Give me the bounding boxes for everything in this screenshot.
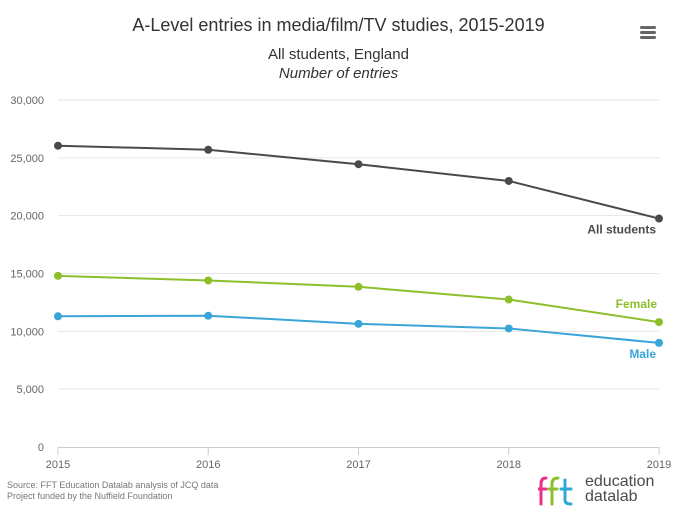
- series-label: Female: [616, 297, 658, 311]
- data-point[interactable]: [204, 145, 213, 154]
- logo-text-datalab: datalab: [585, 488, 638, 505]
- data-point[interactable]: [54, 271, 62, 280]
- x-tick-label: 2019: [647, 459, 671, 471]
- menu-bar: [640, 36, 656, 39]
- fft-education-datalab-logo: education datalab: [538, 474, 668, 508]
- menu-bar: [640, 31, 656, 34]
- credits: Source: FFT Education Datalab analysis o…: [7, 480, 218, 502]
- y-tick-label: 25,000: [10, 153, 44, 165]
- data-point[interactable]: [54, 141, 62, 150]
- series-line-all-students: [57, 144, 660, 220]
- logo-text: education datalab: [585, 473, 655, 505]
- menu-bar: [640, 26, 656, 29]
- chart-subtitle: All students, England: [268, 46, 409, 63]
- chart-subtitle-units: Number of entries: [278, 65, 399, 82]
- hamburger-menu-icon[interactable]: [636, 22, 660, 42]
- data-point[interactable]: [655, 338, 663, 347]
- axes: 0 5,000 10,000 15,000 20,000 25,000 30,000 2015…: [10, 95, 671, 471]
- data-point[interactable]: [204, 311, 213, 320]
- series-line-male: [57, 314, 660, 344]
- data-point[interactable]: [655, 318, 663, 327]
- data-point[interactable]: [354, 282, 363, 291]
- y-tick-label: 5,000: [16, 384, 44, 396]
- series-label: Male: [629, 347, 656, 361]
- funding-text: Project funded by the Nuffield Foundatio…: [7, 491, 173, 501]
- y-tick-label: 30,000: [10, 95, 44, 107]
- data-point[interactable]: [204, 276, 213, 285]
- data-point[interactable]: [504, 176, 513, 185]
- logo-text-education: education: [585, 473, 655, 490]
- series-label: All students: [587, 223, 656, 237]
- series-labels: All students Female Male: [587, 223, 657, 361]
- series-lines: [54, 141, 663, 347]
- x-tick-label: 2018: [497, 459, 521, 471]
- y-tick-label: 10,000: [10, 326, 44, 338]
- data-point[interactable]: [504, 295, 513, 304]
- data-point[interactable]: [54, 312, 62, 321]
- x-tick-label: 2015: [46, 459, 70, 471]
- data-point[interactable]: [354, 160, 363, 169]
- y-tick-label: 20,000: [10, 211, 44, 223]
- chart-title: A-Level entries in media/film/TV studies…: [132, 15, 545, 35]
- y-tick-label: 0: [38, 442, 44, 454]
- data-point[interactable]: [354, 319, 363, 328]
- source-text: Source: FFT Education Datalab analysis o…: [7, 480, 219, 490]
- gridlines: [58, 99, 659, 390]
- x-tick-label: 2017: [346, 459, 370, 471]
- fft-logo-icon: [538, 476, 573, 506]
- y-tick-label: 15,000: [10, 269, 44, 281]
- data-point[interactable]: [504, 324, 513, 333]
- x-tick-label: 2016: [196, 459, 220, 471]
- data-point[interactable]: [655, 214, 663, 223]
